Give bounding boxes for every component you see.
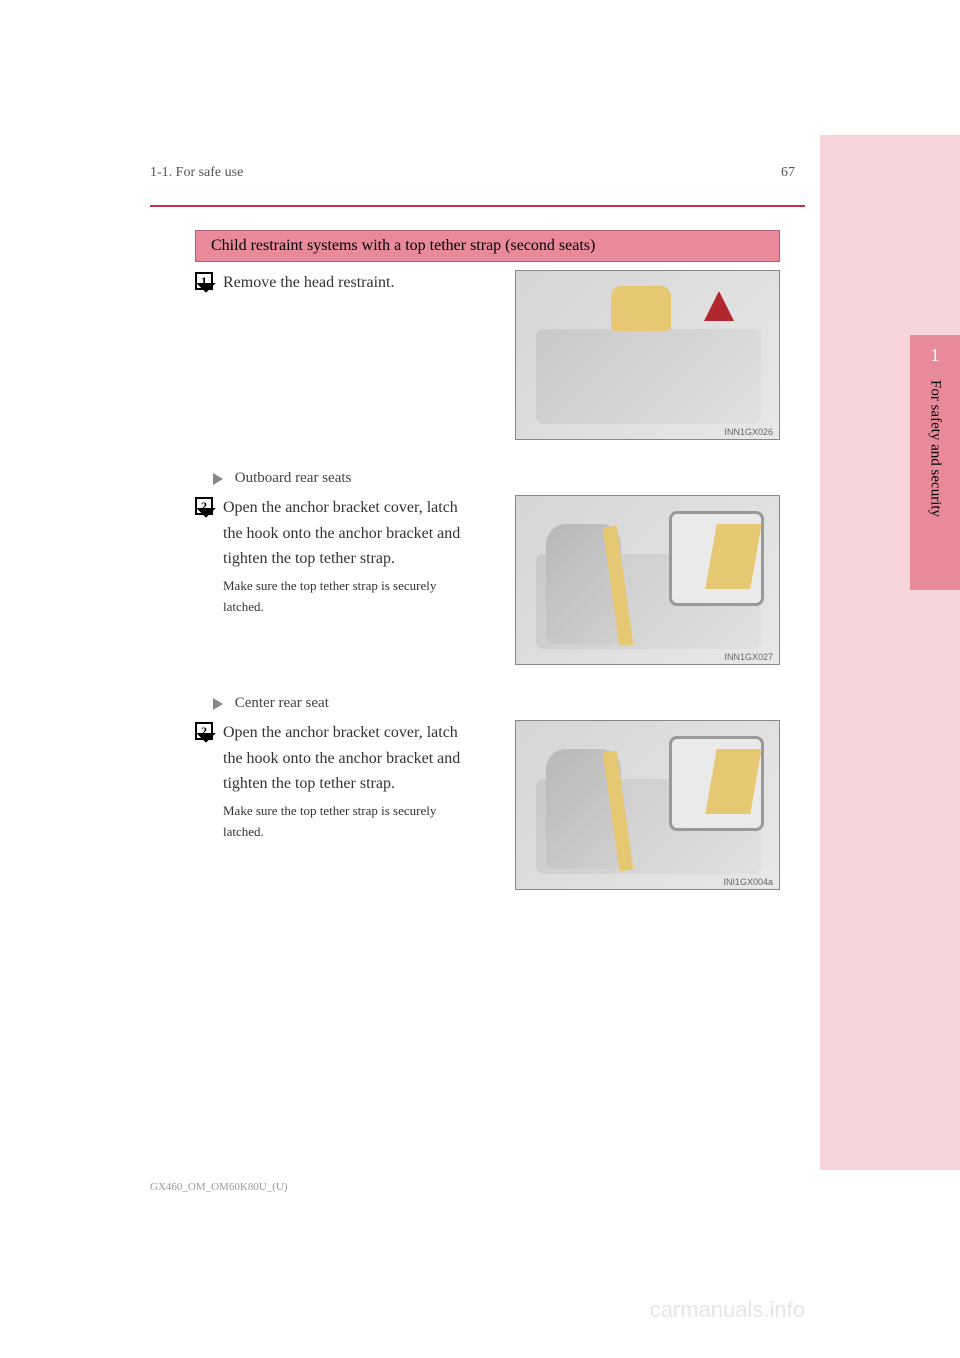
step-marker-icon: 2 bbox=[195, 497, 213, 515]
illust-flap-shape bbox=[705, 749, 761, 814]
illustration-outboard-anchor: INN1GX027 bbox=[515, 495, 780, 665]
content-area: 1 Remove the head restraint. INN1GX026 O… bbox=[195, 270, 780, 920]
triangle-bullet-icon bbox=[213, 698, 223, 710]
sidebar-section-text: For safety and security bbox=[927, 380, 944, 517]
step-sub-text: Make sure the top tether strap is secure… bbox=[223, 801, 463, 843]
step-row: 2 Open the anchor bracket cover, latch t… bbox=[195, 720, 780, 900]
image-code-label: INN1GX026 bbox=[724, 427, 773, 437]
illust-callout-box bbox=[669, 511, 764, 606]
triangle-bullet-icon bbox=[213, 473, 223, 485]
section-title-bar: Child restraint systems with a top tethe… bbox=[195, 230, 780, 262]
header-rule bbox=[150, 205, 805, 207]
variant-label: Center rear seat bbox=[213, 695, 780, 712]
illust-callout-box bbox=[669, 736, 764, 831]
page-header: 1-1. For safe use 67 bbox=[150, 165, 795, 181]
step-main-text: Open the anchor bracket cover, latch the… bbox=[223, 499, 460, 567]
step-marker-number: 2 bbox=[201, 499, 207, 514]
page-number: 67 bbox=[781, 165, 795, 181]
book-code: GX460_OM_OM60K80U_(U) bbox=[150, 1181, 288, 1193]
step-text: Open the anchor bracket cover, latch the… bbox=[223, 495, 463, 617]
step-text: Open the anchor bracket cover, latch the… bbox=[223, 720, 463, 842]
illustration-center-anchor: INI1GX004a bbox=[515, 720, 780, 890]
variant-label-text: Center rear seat bbox=[235, 695, 329, 711]
step-row: 2 Open the anchor bracket cover, latch t… bbox=[195, 495, 780, 675]
image-code-label: INN1GX027 bbox=[724, 652, 773, 662]
illust-headrest-shape bbox=[611, 286, 671, 331]
step-marker-number: 2 bbox=[201, 724, 207, 739]
step-sub-text: Make sure the top tether strap is secure… bbox=[223, 576, 463, 618]
step-marker-icon: 1 bbox=[195, 272, 213, 290]
illust-flap-shape bbox=[705, 524, 761, 589]
step-marker-icon: 2 bbox=[195, 722, 213, 740]
watermark-text: carmanuals.info bbox=[650, 1297, 805, 1323]
illust-arrow-up-icon bbox=[704, 291, 734, 321]
image-code-label: INI1GX004a bbox=[723, 877, 773, 887]
illust-seat-shape bbox=[536, 329, 761, 424]
illustration-headrest-removal: INN1GX026 bbox=[515, 270, 780, 440]
step-main-text: Open the anchor bracket cover, latch the… bbox=[223, 724, 460, 792]
sidebar-tab: 1 For safety and security bbox=[910, 335, 960, 590]
sidebar-background bbox=[820, 135, 960, 1170]
sidebar-section-number: 1 bbox=[931, 345, 940, 366]
step-text: Remove the head restraint. bbox=[223, 270, 463, 296]
section-title-text: Child restraint systems with a top tethe… bbox=[211, 237, 595, 255]
step-row: 1 Remove the head restraint. INN1GX026 bbox=[195, 270, 780, 450]
variant-label-text: Outboard rear seats bbox=[235, 470, 352, 486]
header-section-text: 1-1. For safe use bbox=[150, 165, 243, 180]
variant-label: Outboard rear seats bbox=[213, 470, 780, 487]
step-marker-number: 1 bbox=[201, 274, 207, 289]
